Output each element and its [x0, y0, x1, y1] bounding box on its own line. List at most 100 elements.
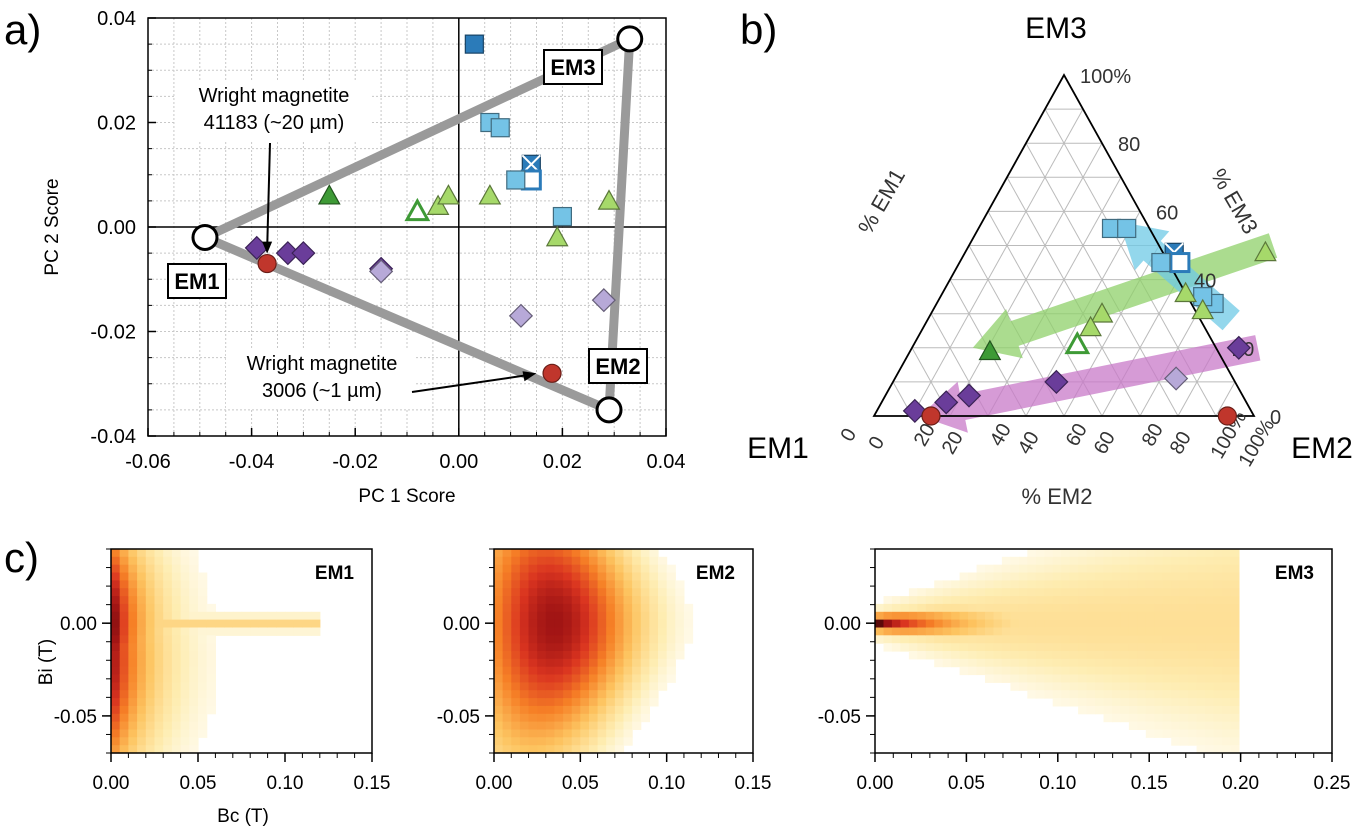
c3-cell — [1162, 549, 1172, 558]
c2-cell — [494, 721, 504, 730]
c2-cell — [528, 627, 538, 636]
c3-cell — [908, 588, 918, 597]
c3-cell — [1086, 564, 1096, 574]
c3-cell — [1018, 572, 1028, 581]
c2-cell — [649, 596, 659, 605]
c1-cell — [119, 690, 129, 699]
c3-cell — [1162, 627, 1172, 636]
c3-cell — [1205, 564, 1215, 574]
c1-cell — [163, 729, 173, 738]
c1-cell — [145, 666, 156, 676]
c2-cell — [519, 682, 530, 691]
c2-cell — [606, 682, 616, 691]
c1-cell — [171, 705, 182, 715]
c2-cell — [640, 596, 650, 605]
c3-cell — [1052, 556, 1062, 566]
c3-cell — [1213, 666, 1223, 676]
c3-cell — [959, 611, 969, 621]
c3-cell — [1205, 611, 1215, 621]
c3-cell — [1078, 588, 1088, 597]
c3-cell — [1112, 690, 1122, 699]
c3-cell — [1078, 690, 1088, 699]
c2-cell — [537, 674, 547, 683]
c2-cell — [519, 627, 530, 636]
c1-cell — [180, 619, 190, 628]
c2-cell — [545, 627, 555, 636]
c2-cell — [580, 651, 590, 660]
c3-cell — [1078, 580, 1088, 589]
c3-cell — [1188, 682, 1198, 691]
c2-cell — [545, 737, 555, 746]
c3-cell — [951, 651, 961, 660]
c1-cell — [128, 572, 138, 581]
c1-cell — [163, 588, 173, 597]
c3-cell — [1145, 603, 1155, 613]
c1-cell — [180, 674, 190, 683]
c1-cell — [180, 729, 190, 738]
c2-cell — [563, 603, 573, 613]
c1-cell — [267, 627, 277, 636]
c2-cell — [640, 619, 650, 628]
c2-cell — [606, 713, 616, 723]
c1-cell — [180, 627, 190, 636]
b-point — [1217, 406, 1238, 426]
c2-cell — [580, 658, 590, 668]
c3-cell — [1061, 572, 1071, 581]
c3-cell — [1061, 580, 1071, 589]
b-axis-title-em2: % EM2 — [1022, 484, 1093, 509]
c3-cell — [1001, 674, 1011, 683]
c3-cell — [1154, 549, 1164, 558]
c1-cell — [163, 643, 173, 652]
c3-cell — [1120, 596, 1130, 605]
c3-cell — [1095, 549, 1105, 558]
c1-cell — [154, 737, 164, 746]
c3-cell — [1069, 572, 1079, 581]
c1-cell — [119, 666, 129, 676]
c3-cell — [1137, 674, 1147, 683]
c3-cell — [1222, 611, 1232, 621]
c2-cell — [666, 643, 676, 652]
c2-cell — [675, 651, 685, 660]
c3-cell — [1120, 627, 1130, 636]
c2-cell — [571, 556, 581, 566]
c3-cell — [985, 666, 995, 676]
c3-cell — [1027, 666, 1037, 676]
c2-cell — [502, 666, 512, 676]
a-point — [552, 206, 573, 227]
c1-cell — [198, 705, 208, 715]
c2-cell — [632, 666, 642, 676]
c3-cell — [976, 572, 986, 581]
c1-cell — [128, 596, 138, 605]
c2-cell — [640, 556, 650, 566]
c1-cell — [276, 611, 286, 621]
c3-cell — [968, 619, 978, 628]
c3-cell — [1120, 588, 1130, 597]
c2-cell — [597, 549, 607, 558]
c2-cell — [554, 635, 564, 644]
c3-cell — [1145, 596, 1155, 605]
c2-cell — [614, 713, 625, 723]
c2-cell — [606, 729, 616, 738]
c2-cell — [632, 580, 642, 589]
c3-cell — [1230, 705, 1240, 715]
c3-cell — [1230, 698, 1240, 707]
b-axis-title-em1: % EM1 — [853, 164, 910, 238]
c3-cell — [1179, 580, 1189, 589]
c2-cell — [494, 572, 504, 581]
c3-cell — [1154, 643, 1164, 652]
c2-cell — [554, 658, 564, 668]
c1-cell — [119, 682, 129, 691]
c3-cell — [1154, 666, 1164, 676]
c2-cell — [606, 556, 616, 566]
c3-cell — [1095, 674, 1105, 683]
c3-cell — [1018, 627, 1028, 636]
c2-cell — [614, 682, 625, 691]
c3-cell — [976, 564, 986, 574]
c1-cell — [119, 564, 129, 574]
c3-cell — [1230, 549, 1240, 558]
c3-cell — [993, 627, 1003, 636]
c3-cell — [1044, 556, 1054, 566]
c1-cell — [137, 658, 147, 668]
c1-cell — [111, 690, 121, 699]
c3-cell — [1230, 737, 1240, 746]
